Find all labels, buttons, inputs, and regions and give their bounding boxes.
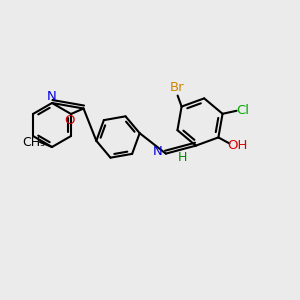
Text: Cl: Cl xyxy=(236,104,249,117)
Text: OH: OH xyxy=(227,139,247,152)
Text: O: O xyxy=(64,113,74,127)
Text: Br: Br xyxy=(169,81,184,94)
Text: N: N xyxy=(47,89,57,103)
Text: N: N xyxy=(153,145,163,158)
Text: CH₃: CH₃ xyxy=(22,136,46,148)
Text: H: H xyxy=(178,151,188,164)
